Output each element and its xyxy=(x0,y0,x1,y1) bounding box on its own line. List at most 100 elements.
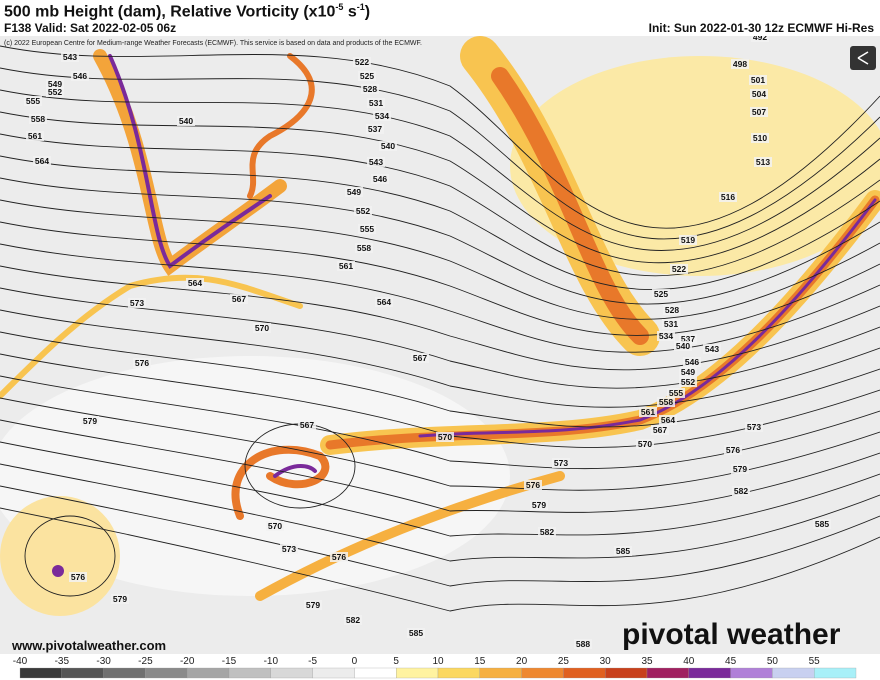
contour-label: 537 xyxy=(368,124,382,134)
label-bg xyxy=(46,79,64,89)
label-bg xyxy=(754,157,772,167)
contour-label: 555 xyxy=(26,96,40,106)
contour-line xyxy=(0,89,880,251)
contour-label: 543 xyxy=(705,344,719,354)
colorbar-segment xyxy=(145,667,188,679)
label-bg xyxy=(679,377,697,387)
colorbar-label: 10 xyxy=(432,656,444,667)
label-bg xyxy=(750,107,768,117)
label-bg xyxy=(354,206,372,216)
contour-label: 564 xyxy=(661,415,675,425)
label-bg xyxy=(61,52,79,62)
colorbar-label: -30 xyxy=(96,656,111,667)
colorbar-label: 0 xyxy=(352,656,358,667)
contour-label: 564 xyxy=(377,297,391,307)
contour-label: 558 xyxy=(659,397,673,407)
contour-label: 558 xyxy=(31,114,45,124)
contour-label: 531 xyxy=(369,98,383,108)
vort-max xyxy=(52,565,64,577)
contour-label: 570 xyxy=(255,323,269,333)
colorbar-segment xyxy=(772,667,815,679)
contour-line xyxy=(0,243,880,353)
label-bg xyxy=(345,187,363,197)
label-bg xyxy=(367,157,385,167)
colorbar-segment xyxy=(270,667,313,679)
label-bg xyxy=(636,439,654,449)
contour-label: 510 xyxy=(753,133,767,143)
label-bg xyxy=(750,89,768,99)
colorbar-label: -20 xyxy=(180,656,195,667)
vort-band xyxy=(231,445,330,520)
label-bg xyxy=(266,521,284,531)
label-bg xyxy=(69,572,87,582)
label-bg xyxy=(24,96,42,106)
contour-line xyxy=(0,507,880,612)
contour-line xyxy=(0,45,880,229)
colorbar-segment xyxy=(312,667,355,679)
contour-label: 513 xyxy=(756,157,770,167)
contour-label: 588 xyxy=(576,639,590,649)
label-bg xyxy=(524,480,542,490)
contour-line xyxy=(0,111,880,264)
contour-line xyxy=(0,441,880,537)
label-bg xyxy=(353,57,371,67)
contour-label: 579 xyxy=(733,464,747,474)
contour-label: 504 xyxy=(752,89,766,99)
logo: pivotal weather xyxy=(622,618,841,651)
label-bg xyxy=(280,544,298,554)
contour-label: 585 xyxy=(616,546,630,556)
contour-line xyxy=(0,177,880,305)
label-bg xyxy=(375,297,393,307)
contour-line xyxy=(0,375,880,470)
label-bg xyxy=(670,264,688,274)
label-bg xyxy=(358,224,376,234)
contour-label: 558 xyxy=(357,243,371,253)
share-button[interactable] xyxy=(850,46,876,70)
colorbar-segment xyxy=(479,667,522,679)
label-bg xyxy=(253,323,271,333)
contour-label: 552 xyxy=(356,206,370,216)
label-bg xyxy=(304,600,322,610)
colorbar-label: 35 xyxy=(641,656,653,667)
label-bg xyxy=(651,425,669,435)
label-bg xyxy=(745,422,763,432)
contour-label: 522 xyxy=(672,264,686,274)
label-bg xyxy=(530,500,548,510)
contour-label: 576 xyxy=(726,445,740,455)
contour-line xyxy=(0,221,880,336)
colorbar-label: 45 xyxy=(725,656,737,667)
label-bg xyxy=(29,114,47,124)
label-bg xyxy=(358,71,376,81)
label-bg xyxy=(407,628,425,638)
colorbar-segment xyxy=(688,667,731,679)
contour-label: 573 xyxy=(282,544,296,554)
label-bg xyxy=(731,464,749,474)
colorbar: -40 -35 -30 -25 -20 -15 -10 -5 0 5 10 15 20 25 30 35 40 4… xyxy=(13,656,857,679)
colorbar-label: 55 xyxy=(809,656,821,667)
label-bg xyxy=(337,261,355,271)
label-bg xyxy=(111,594,129,604)
contour-label: 576 xyxy=(71,572,85,582)
colorbar-label: 5 xyxy=(393,656,399,667)
contour-label: 582 xyxy=(346,615,360,625)
contour-line xyxy=(0,67,880,240)
contour-label: 561 xyxy=(641,407,655,417)
label-bg xyxy=(81,416,99,426)
contour-line xyxy=(0,155,880,290)
contour-label: 528 xyxy=(665,305,679,315)
contour-line xyxy=(24,515,116,597)
contour-label: 585 xyxy=(815,519,829,529)
contour-label: 573 xyxy=(130,298,144,308)
label-bg xyxy=(367,98,385,108)
copyright: (c) 2022 European Centre for Medium-rang… xyxy=(4,40,422,47)
contour-label: 543 xyxy=(369,157,383,167)
colorbar-segment xyxy=(521,667,564,679)
colorbar-label: -5 xyxy=(308,656,317,667)
website: www.pivotalweather.com xyxy=(11,638,166,653)
contour-label: 579 xyxy=(532,500,546,510)
init-time: Init: Sun 2022-01-30 12z ECMWF Hi-Res xyxy=(648,21,874,35)
colorbar-segment xyxy=(730,667,773,679)
vorticity xyxy=(0,36,880,616)
vort-band xyxy=(273,464,317,478)
